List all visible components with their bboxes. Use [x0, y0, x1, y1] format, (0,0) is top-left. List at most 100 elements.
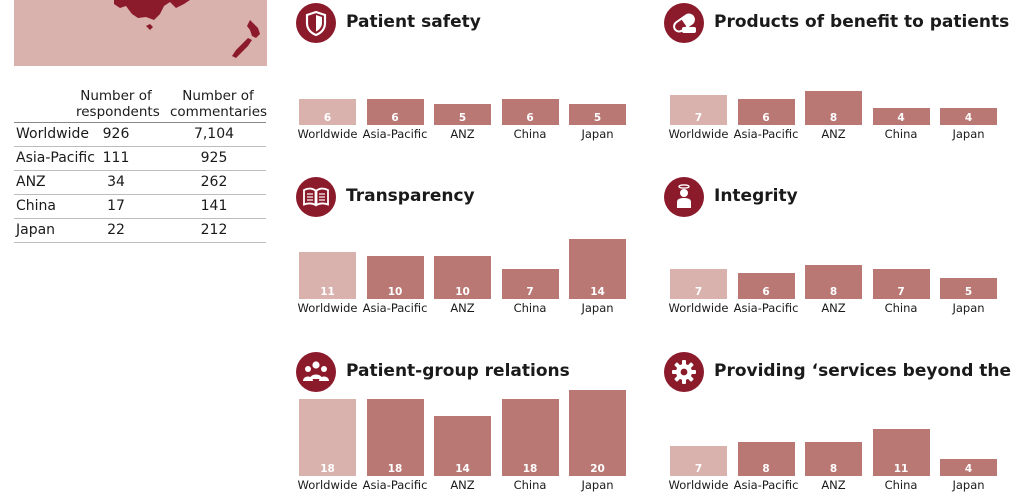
bar-value-label: 18	[320, 463, 335, 475]
group-icon	[296, 352, 336, 392]
category-label: ANZ	[821, 127, 846, 141]
australia-nz-map	[114, 0, 260, 58]
category-label: China	[513, 301, 547, 315]
bar-value-label: 6	[391, 112, 399, 124]
commentaries-cell: 262	[200, 174, 228, 190]
bar-value-label: 7	[694, 463, 703, 475]
panel-title: Patient-group relations	[346, 361, 570, 381]
category-label: China	[513, 478, 547, 492]
bar-value-label: 10	[387, 286, 403, 298]
bar-value-label: 10	[455, 286, 470, 298]
bar-china	[872, 428, 930, 476]
category-label: ANZ	[450, 301, 475, 315]
gear-icon	[664, 352, 704, 392]
bar-china	[501, 398, 559, 476]
bar-value-label: 8	[829, 286, 838, 298]
bar-value-label: 7	[526, 286, 534, 298]
table-row: Japan 22 212	[14, 219, 266, 243]
bar-worldwide	[299, 251, 356, 299]
category-label: Worldwide	[668, 478, 729, 492]
category-label: Asia-Pacific	[733, 301, 799, 315]
bar-value-label: 6	[762, 112, 770, 124]
commentaries-cell: 925	[200, 150, 228, 166]
bar-value-label: 4	[964, 463, 973, 475]
chart-transparency: 11 Worldwide 10 Asia-Pacific 10 ANZ 7 China 14 Ja…	[298, 233, 626, 315]
bar-asia-pacific	[737, 99, 795, 125]
category-label: Worldwide	[297, 301, 358, 315]
table-row: China 17 141	[14, 195, 266, 219]
category-label: Worldwide	[668, 127, 729, 141]
australia-shape	[114, 0, 190, 20]
category-label: Japan	[581, 478, 614, 492]
bar-value-label: 14	[455, 463, 470, 475]
bar-asia-pacific	[737, 273, 795, 299]
commentaries-header: Number of commentaries	[170, 88, 268, 120]
region-cell: China	[16, 198, 56, 214]
category-label: ANZ	[821, 478, 846, 492]
person-halo-icon	[664, 177, 704, 217]
bar-value-label: 6	[762, 286, 770, 298]
bar-anz	[805, 264, 862, 299]
region-cell: ANZ	[16, 174, 46, 190]
bar-worldwide	[670, 445, 727, 476]
panel-title: Providing ‘services beyond the pill’	[714, 361, 1012, 381]
category-label: China	[884, 301, 918, 315]
bar-anz	[805, 90, 862, 125]
bar-china	[872, 268, 930, 299]
bar-japan	[940, 277, 997, 299]
bar-anz	[805, 441, 862, 476]
category-label: China	[513, 127, 547, 141]
bar-asia-pacific	[366, 398, 424, 476]
bar-value-label: 6	[323, 112, 332, 124]
category-label: Worldwide	[297, 127, 358, 141]
bar-worldwide	[670, 94, 727, 125]
bar-value-label: 11	[320, 286, 335, 298]
bar-value-label: 5	[964, 286, 973, 298]
bar-value-label: 6	[526, 112, 534, 124]
category-label: Asia-Pacific	[362, 127, 428, 141]
category-label: Asia-Pacific	[733, 127, 799, 141]
bar-asia-pacific	[737, 441, 795, 476]
chart-services-beyond-pill: 7 Worldwide 8 Asia-Pacific 8 ANZ 11 China 4 Japan	[669, 392, 997, 492]
chart-patient-safety: 6 Worldwide 6 Asia-Pacific 5 ANZ 6 China 5 Japan	[298, 60, 626, 141]
bar-china	[501, 268, 559, 299]
panel-title: Integrity	[714, 186, 798, 206]
region-cell: Worldwide	[16, 126, 89, 142]
bar-japan	[569, 238, 626, 299]
bar-china	[872, 107, 930, 125]
category-label: Asia-Pacific	[362, 301, 428, 315]
pill-icon	[664, 3, 704, 43]
bar-worldwide	[670, 268, 727, 299]
chart-patient-group-relations: 18 Worldwide 18 Asia-Pacific 14 ANZ 18 China 20 J…	[298, 390, 626, 492]
bar-value-label: 4	[964, 112, 973, 124]
category-label: Worldwide	[668, 301, 729, 315]
region-cell: Japan	[16, 222, 56, 238]
respondents-table: Number of respondents Number of commenta…	[14, 88, 268, 243]
respondents-cell: 17	[107, 198, 125, 214]
respondents-cell: 111	[102, 150, 130, 166]
commentaries-cell: 141	[200, 198, 228, 214]
respondents-cell: 926	[102, 126, 130, 142]
bar-value-label: 8	[829, 112, 838, 124]
bar-japan	[940, 458, 997, 476]
nz-south-island	[232, 38, 252, 58]
bar-anz	[434, 256, 491, 299]
bar-china	[501, 99, 559, 125]
bar-value-label: 14	[590, 286, 605, 298]
table-row: Worldwide 926 7,104	[14, 123, 266, 147]
bar-worldwide	[299, 398, 356, 476]
bar-value-label: 11	[893, 463, 909, 475]
bar-worldwide	[299, 99, 356, 125]
category-label: Japan	[581, 301, 614, 315]
category-label: China	[884, 127, 918, 141]
region-cell: Asia-Pacific	[16, 150, 95, 166]
bar-value-label: 18	[522, 463, 538, 475]
shield-icon	[296, 3, 336, 43]
bar-value-label: 7	[694, 286, 703, 298]
respondents-header: Number of respondents	[76, 88, 160, 120]
chart-integrity: 7 Worldwide 6 Asia-Pacific 8 ANZ 7 China 5 Japan	[669, 233, 997, 315]
bar-value-label: 20	[590, 463, 605, 475]
category-label: Worldwide	[297, 478, 358, 492]
bar-value-label: 5	[593, 112, 602, 124]
chart-products-of-benefit: 7 Worldwide 6 Asia-Pacific 8 ANZ 4 China 4 Japan	[669, 60, 997, 141]
